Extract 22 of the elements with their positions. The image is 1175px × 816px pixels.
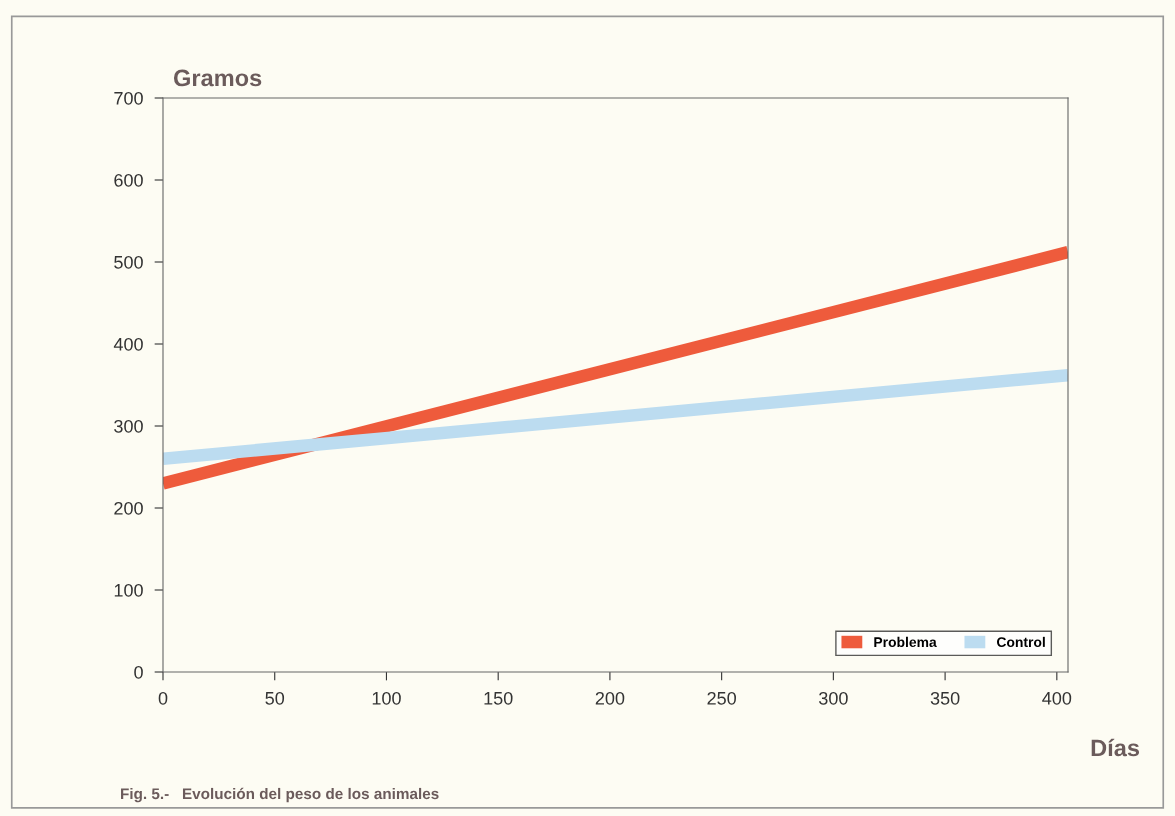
legend-label: Problema: [874, 636, 937, 648]
x-axis-title: Días: [1091, 738, 1140, 757]
y-axis-title: Gramos: [173, 69, 262, 87]
x-tick-label: 300: [819, 691, 848, 705]
caption: Fig. 5.- Evolución del peso de los animales: [121, 787, 439, 803]
x-tick-label: 400: [1042, 691, 1072, 705]
y-tick-label: 300: [114, 419, 143, 433]
x-tick-label: 50: [265, 691, 285, 705]
y-tick-label: 100: [114, 583, 143, 597]
legend-label: Control: [996, 636, 1045, 648]
y-tick-label: 200: [114, 501, 143, 515]
x-tick-label: 350: [930, 691, 960, 705]
x-tick-label: 150: [484, 691, 513, 705]
y-tick-label: 0: [134, 665, 143, 679]
x-tick-label: 250: [707, 691, 736, 705]
y-tick-label: 400: [113, 337, 143, 351]
x-tick-label: 0: [158, 691, 168, 705]
x-tick-label: 100: [372, 691, 401, 705]
y-tick-label: 500: [114, 255, 143, 269]
y-tick-label: 600: [114, 173, 143, 187]
x-tick-label: 200: [595, 691, 625, 705]
y-tick-label: 700: [114, 91, 143, 105]
